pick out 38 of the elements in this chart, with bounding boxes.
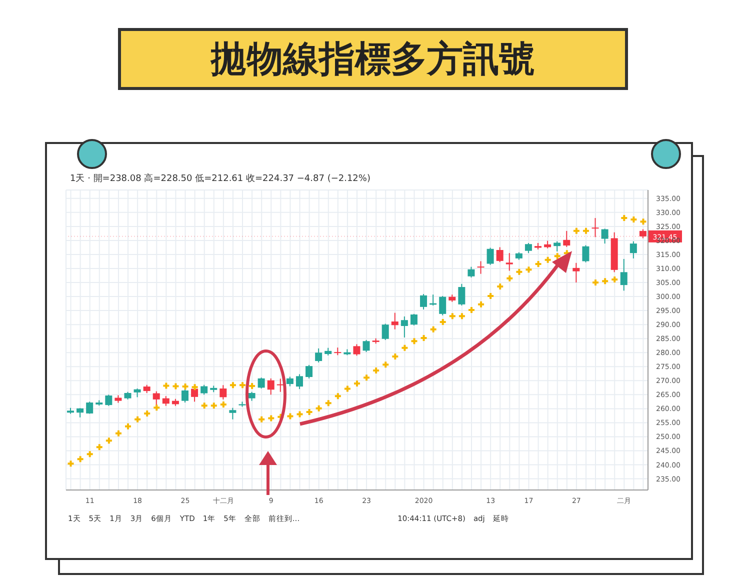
candlestick: [306, 364, 313, 379]
candlestick: [468, 266, 475, 278]
candlestick: [477, 260, 484, 274]
candlestick: [572, 262, 580, 284]
candlestick: [76, 408, 84, 418]
candlestick: [362, 340, 370, 353]
candlestick: [496, 246, 504, 263]
candlestick: [391, 312, 398, 330]
candlestick: [601, 228, 608, 244]
candlestick: [296, 374, 303, 390]
candlestick: [420, 294, 428, 310]
candlestick: [524, 242, 532, 254]
chart-title: 拋物線指標多方訊號: [118, 28, 628, 90]
candlestick: [105, 394, 112, 406]
candlestick: [220, 384, 227, 400]
candlestick: [458, 283, 466, 306]
candlestick: [439, 295, 446, 316]
candlestick: [554, 240, 561, 252]
candlestick: [86, 401, 94, 414]
candlestick: [620, 258, 628, 292]
candlestick: [630, 240, 637, 259]
candlestick: [382, 323, 389, 340]
candlestick: [486, 247, 494, 266]
candlestick: [592, 218, 599, 238]
candlestick: [400, 316, 408, 338]
text: 1天 · 開=238.08 高=228.50 低=212.61 收=224.37 −4.87 (−2.12%): [70, 172, 370, 185]
candlestick: [229, 407, 236, 420]
candlestick: [162, 396, 170, 406]
candlestick: [315, 348, 322, 363]
candlestick: [286, 376, 294, 387]
candlestick: [258, 377, 265, 390]
candlestick: [200, 384, 208, 396]
candlestick: [506, 252, 513, 272]
candlestick: [267, 378, 274, 396]
candlestick: [353, 344, 360, 356]
candlestick: [582, 244, 590, 263]
candlestick: [563, 230, 570, 248]
candlestick: [410, 313, 418, 326]
